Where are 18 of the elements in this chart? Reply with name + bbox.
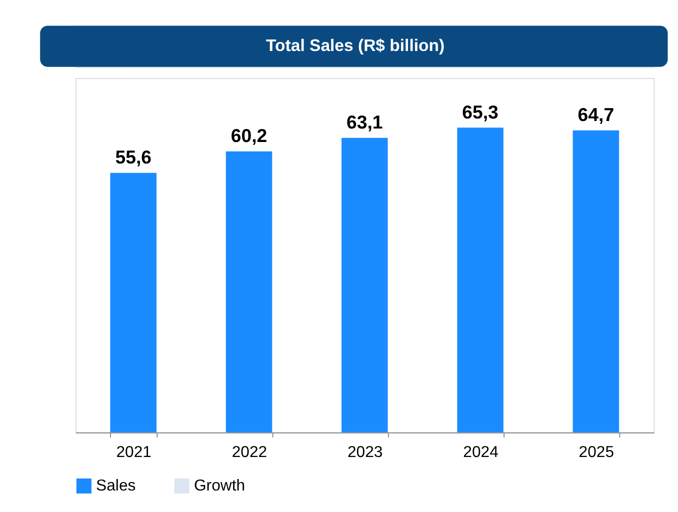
- data-label: 65,3: [462, 101, 498, 122]
- bar: [572, 130, 620, 432]
- x-tick-label: 2024: [463, 444, 499, 462]
- legend-label: Sales: [96, 478, 136, 495]
- bar: [226, 151, 272, 432]
- data-label: 55,6: [115, 146, 152, 168]
- legend-label: Growth: [194, 478, 246, 495]
- data-label: 64,7: [578, 104, 614, 126]
- x-tick-label: 2023: [347, 444, 383, 462]
- bar: [110, 172, 156, 432]
- x-tick-label: 2025: [578, 444, 614, 462]
- bar: [457, 128, 504, 432]
- data-label: 63,1: [346, 112, 383, 133]
- x-tick-label: 2021: [116, 444, 152, 462]
- data-label: 60,2: [230, 125, 268, 146]
- bar: [342, 138, 388, 432]
- x-tick-label: 2022: [232, 444, 268, 462]
- chart-title: Total Sales (R$ billion): [266, 36, 445, 55]
